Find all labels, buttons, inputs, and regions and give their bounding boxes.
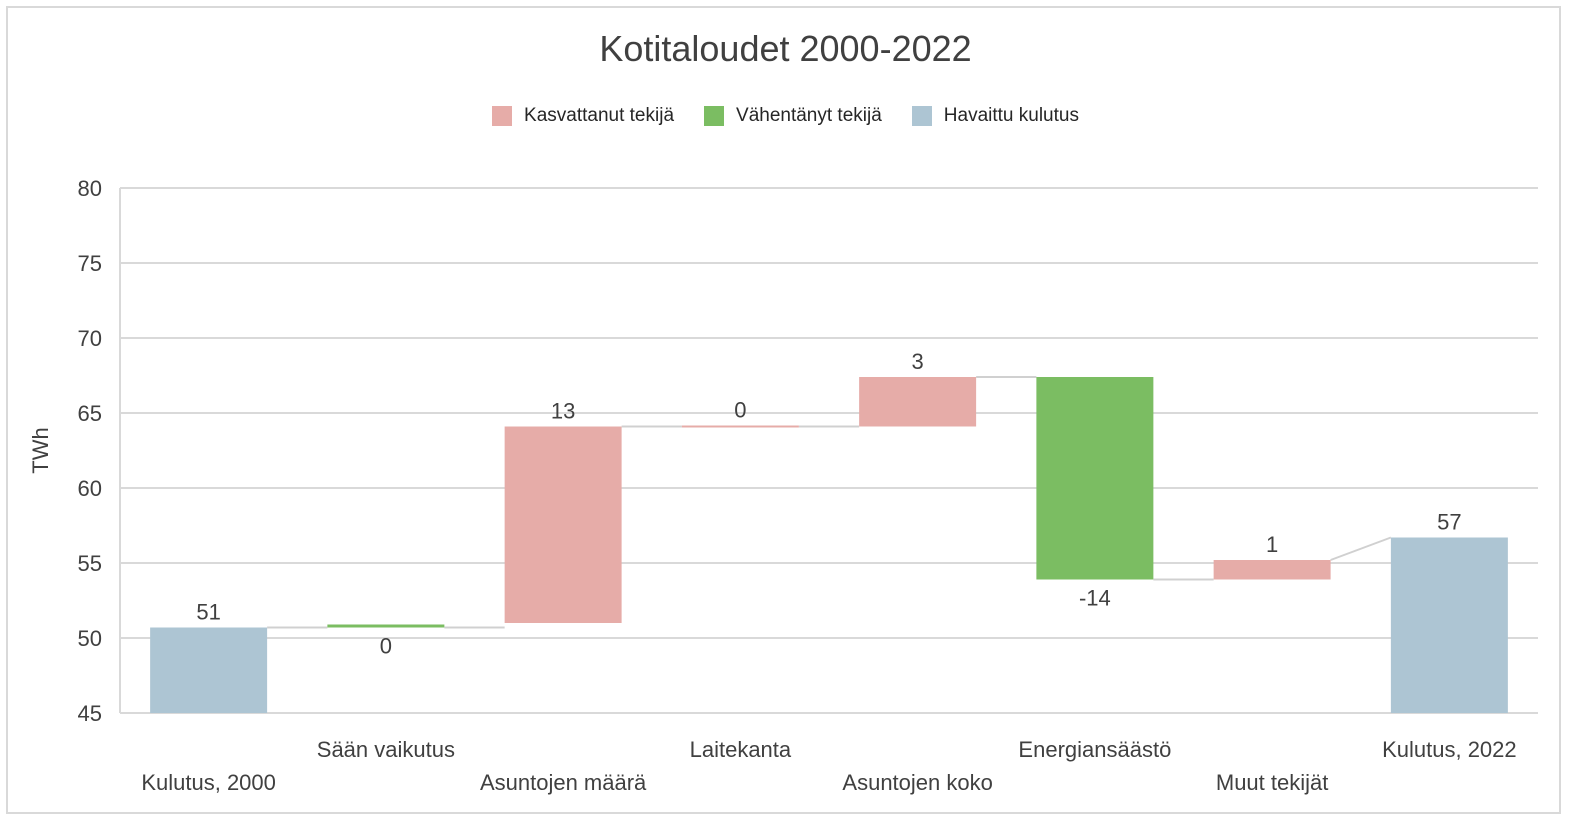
legend-swatch-total bbox=[911, 106, 932, 126]
data-label: 0 bbox=[734, 398, 746, 423]
data-label: 1 bbox=[1266, 532, 1278, 557]
data-label: 3 bbox=[912, 349, 924, 374]
legend: Kasvattanut tekijä Vähentänyt tekijä Hav… bbox=[0, 105, 1571, 127]
legend-label-increase: Kasvattanut tekijä bbox=[524, 105, 675, 126]
bar bbox=[1390, 537, 1508, 713]
y-tick-label: 55 bbox=[78, 551, 102, 576]
chart-title: Kotitaloudet 2000-2022 bbox=[599, 28, 972, 69]
bar bbox=[150, 627, 268, 713]
connector-line bbox=[1330, 536, 1392, 561]
data-label: 51 bbox=[196, 600, 220, 625]
y-axis-title: TWh bbox=[28, 427, 53, 473]
legend-label-decrease: Vähentänyt tekijä bbox=[736, 105, 882, 126]
x-tick-label: Asuntojen määrä bbox=[480, 770, 647, 795]
data-label: -14 bbox=[1079, 586, 1111, 611]
bar bbox=[327, 624, 445, 628]
y-tick-label: 65 bbox=[78, 401, 102, 426]
legend-item-total: Havaittu kulutus bbox=[911, 105, 1079, 127]
bar bbox=[859, 377, 977, 427]
x-tick-label: Kulutus, 2022 bbox=[1382, 737, 1517, 762]
x-tick-label: Energiansäästö bbox=[1018, 737, 1171, 762]
x-tick-label: Asuntojen koko bbox=[842, 770, 992, 795]
x-tick-label: Muut tekijät bbox=[1216, 770, 1329, 795]
bar bbox=[504, 426, 622, 623]
legend-swatch-decrease bbox=[704, 106, 725, 126]
x-tick-label: Laitekanta bbox=[690, 737, 792, 762]
legend-swatch-increase bbox=[492, 106, 513, 126]
y-tick-label: 80 bbox=[78, 176, 102, 201]
legend-item-increase: Kasvattanut tekijä bbox=[492, 105, 674, 127]
data-label: 13 bbox=[551, 399, 575, 424]
y-tick-label: 60 bbox=[78, 476, 102, 501]
data-label: 0 bbox=[380, 634, 392, 659]
bar bbox=[681, 425, 799, 428]
bar bbox=[1213, 560, 1331, 580]
y-tick-label: 45 bbox=[78, 701, 102, 726]
data-label: 57 bbox=[1437, 510, 1461, 535]
y-tick-label: 70 bbox=[78, 326, 102, 351]
y-tick-label: 75 bbox=[78, 251, 102, 276]
legend-label-total: Havaittu kulutus bbox=[943, 105, 1079, 126]
x-tick-label: Sään vaikutus bbox=[317, 737, 455, 762]
x-tick-label: Kulutus, 2000 bbox=[141, 770, 276, 795]
legend-item-decrease: Vähentänyt tekijä bbox=[704, 105, 882, 127]
bar bbox=[1036, 377, 1154, 580]
y-tick-label: 50 bbox=[78, 626, 102, 651]
